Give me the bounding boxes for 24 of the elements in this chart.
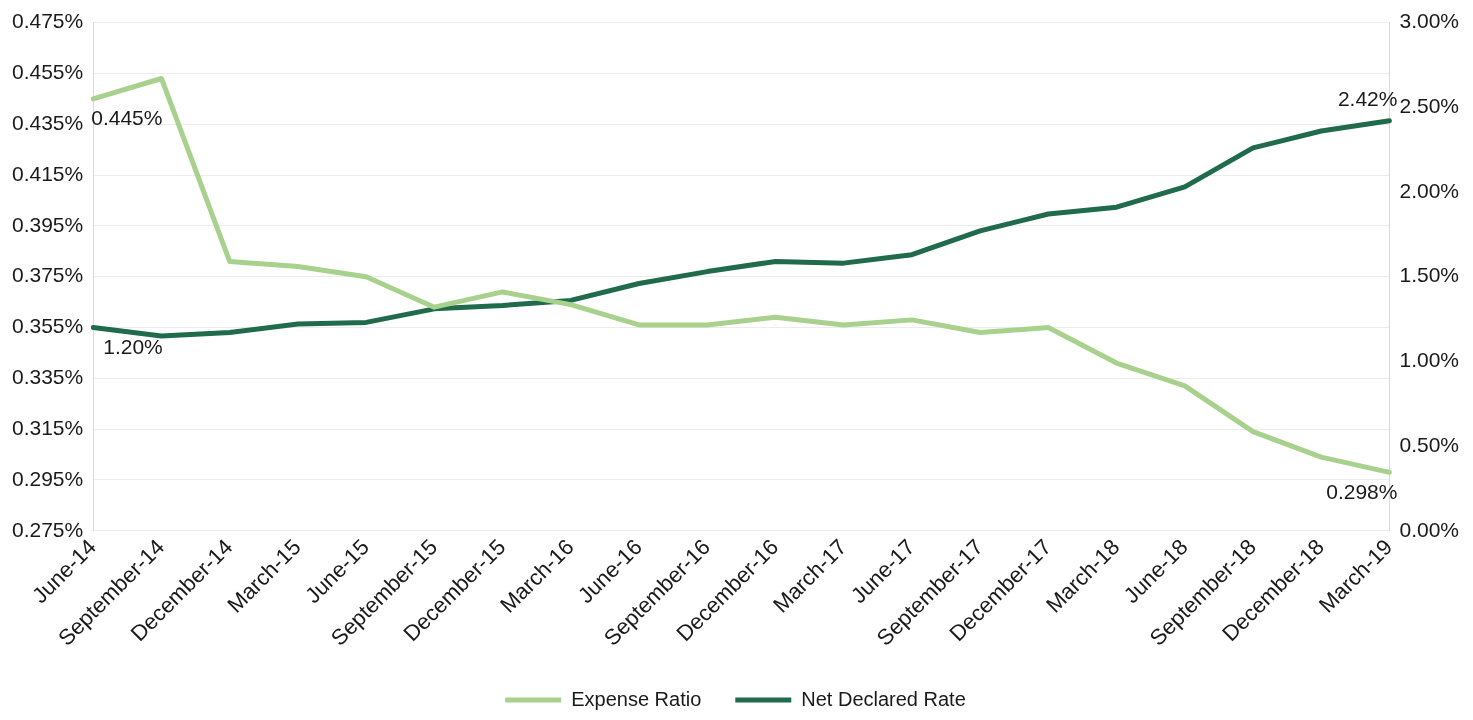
y-tick-label: 0.315%: [11, 415, 84, 439]
y-tick-label: 0.295%: [11, 466, 84, 490]
y-tick-label: 0.415%: [11, 161, 84, 185]
data-label: 1.20%: [103, 334, 163, 358]
y2-tick-label: 1.50%: [1399, 263, 1459, 287]
y-tick-label: 0.475%: [11, 9, 84, 33]
y-tick-label: 0.375%: [11, 263, 84, 287]
y2-tick-label: 1.00%: [1399, 348, 1459, 372]
data-label: 2.42%: [1337, 87, 1398, 111]
y2-tick-label: 3.00%: [1399, 9, 1459, 33]
y-tick-label: 0.275%: [11, 517, 84, 541]
y2-tick-label: 2.50%: [1399, 94, 1459, 118]
y-tick-label: 0.455%: [11, 60, 84, 84]
data-label: 0.445%: [91, 106, 163, 130]
legend-label: Expense Ratio: [571, 687, 702, 710]
data-label: 0.298%: [1326, 479, 1398, 503]
legend-label: Net Declared Rate: [801, 687, 966, 710]
y-tick-label: 0.355%: [11, 314, 84, 338]
y-tick-label: 0.335%: [11, 365, 84, 389]
y-tick-label: 0.395%: [11, 212, 84, 236]
y2-tick-label: 2.00%: [1399, 178, 1459, 202]
y2-tick-label: 0.00%: [1399, 517, 1459, 541]
y-tick-label: 0.435%: [11, 111, 84, 135]
y2-tick-label: 0.50%: [1399, 432, 1459, 456]
